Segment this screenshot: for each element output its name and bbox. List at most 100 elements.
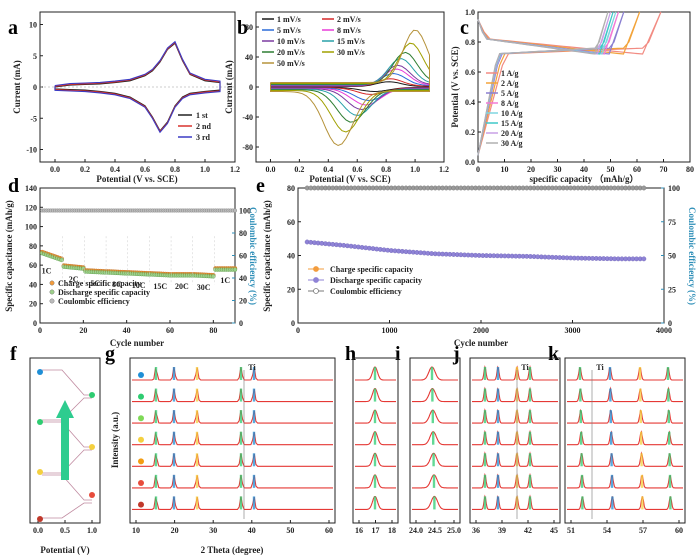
panel-k-peak [640, 431, 643, 445]
panel-k-peak [578, 367, 582, 380]
panel-b-ytick-label: -80 [242, 143, 253, 152]
panel-j-peak [496, 388, 500, 402]
panel-b-xlabel: Potential (V vs. SCE) [309, 174, 390, 184]
panel-g-peak [154, 410, 158, 424]
panel-b-legend-label: 1 mV/s [277, 15, 301, 24]
panel-g-state-dot [138, 501, 144, 508]
panel-g-peak [239, 496, 243, 510]
panel-g-trace [132, 496, 333, 510]
panel-d-ce-point [232, 208, 237, 213]
panel-k-peak [668, 453, 671, 467]
panel-j-xtick-label: 36 [472, 526, 480, 535]
panel-d-ytick-label: 100 [25, 223, 37, 232]
panel-k-trace [567, 430, 683, 446]
panel-h-peak [373, 388, 377, 402]
panel-j-frame [469, 357, 561, 524]
panel-g-xtick-label: 10 [132, 526, 140, 535]
panel-c-curve [477, 11, 614, 156]
panel-g-peak [239, 367, 243, 380]
panel-a-ytick-label: 5 [33, 52, 37, 61]
panel-k-peak [638, 367, 642, 380]
panel-g-peak [239, 410, 243, 424]
panel-j-trace [472, 494, 558, 510]
panel-g-state-dot [138, 436, 144, 443]
panel-e-xtick-label: 1000 [382, 326, 398, 335]
panel-h-xtick-label: 18 [388, 526, 396, 535]
panel-j-peak [496, 410, 500, 424]
panel-a-xtick-label: 1.0 [200, 165, 210, 174]
panel-k-xtick-label: 60 [675, 526, 683, 535]
panel-d-right-ytick-label: 40 [239, 274, 247, 283]
panel-d-rate-label: 20C [175, 282, 189, 291]
panel-e-right-ytick-label: 75 [668, 218, 676, 227]
panel-h: 16 17 18 [352, 357, 399, 535]
panel-k-peak [640, 453, 643, 467]
panel-f-arrow-head [56, 400, 74, 418]
panel-j-peak [483, 367, 487, 380]
panel-g-state-dot [138, 415, 144, 422]
panel-c-legend-label: 2 A/g [501, 79, 519, 88]
panel-h-peak [373, 410, 377, 424]
panel-d-right-ytick-label: 60 [239, 252, 247, 261]
panel-j-xtick-label: 45 [550, 526, 558, 535]
panel-d-xtick-label: 40 [123, 326, 131, 335]
panel-c-xtick-label: 10 [501, 165, 509, 174]
panel-j-trace [472, 408, 558, 424]
panel-b-legend-label: 20 mV/s [277, 48, 305, 57]
panel-d-xtick-label: 20 [79, 326, 87, 335]
panel-e-ytick-label: 80 [287, 184, 295, 193]
panel-g-label: g [105, 343, 115, 365]
panel-j-peak [496, 474, 500, 488]
panel-j-peak [528, 431, 532, 445]
panel-k-peak [667, 410, 670, 424]
panel-j-trace [472, 364, 558, 381]
panel-f-arrow-shaft [61, 414, 69, 480]
panel-a-xlabel: Potential (V vs. SCE) [96, 174, 177, 184]
panel-g-trace [132, 431, 333, 446]
panel-k-peak [610, 453, 613, 467]
panel-h-xtick-label: 17 [372, 526, 380, 535]
panel-f-path [42, 421, 92, 448]
panel-a-legend-label: 3 rd [196, 133, 211, 142]
panel-b-ylabel: Current (mA) [224, 60, 234, 114]
panel-k-peak [580, 453, 583, 467]
panel-c-xtick-label: 50 [607, 165, 615, 174]
panel-j-peak [496, 453, 500, 467]
panel-d: 0 20 40 60 80 140 120 100 80 60 40 20 0 100 80 60 40 20 0 1… [4, 184, 258, 348]
panel-a-xtick-label: 0.2 [80, 165, 90, 174]
panel-c-legend-label: 20 A/g [501, 129, 523, 138]
panel-j-ti-label: Ti [521, 363, 529, 372]
panel-d-rate-label: 30C [197, 283, 211, 292]
panel-k-peak [579, 388, 582, 402]
panel-k-peak [581, 496, 584, 510]
panel-j-peak [528, 388, 532, 402]
panel-e-ytick-label: 0 [291, 319, 295, 328]
panel-e-ylabel2: Coulombic efficiency (%) [687, 207, 697, 305]
panel-e-legend-marker [313, 277, 319, 283]
panel-k-peak [669, 496, 672, 510]
panel-i-trace [412, 366, 458, 381]
panel-j-peak [496, 496, 500, 510]
panel-i-trace [412, 452, 458, 467]
panel-a-ytick-label: 10 [29, 21, 37, 30]
panel-c-legend-label: 15 A/g [501, 119, 523, 128]
panel-f-path [42, 369, 92, 396]
panel-g-ti-label: Ti [248, 363, 256, 372]
panel-b-curve [270, 29, 430, 147]
panel-i-peak [432, 453, 435, 467]
panel-g-peak [252, 388, 256, 402]
panel-b-legend-label: 10 mV/s [277, 37, 305, 46]
panel-g-xtick-label: 20 [171, 526, 179, 535]
panel-d-discharge-point [232, 267, 238, 272]
panel-e-ce-point [641, 185, 647, 191]
panel-h-peak [373, 496, 377, 510]
panel-k-peak [609, 410, 612, 424]
panel-g-trace [132, 409, 333, 424]
panel-e-legend-label: Discharge specific capacity [330, 276, 422, 285]
panel-j: 36 39 42 45 Ti [469, 357, 561, 535]
panel-j-peak [483, 388, 487, 402]
panel-b-xtick-label: 0.0 [265, 165, 275, 174]
panel-c-ylabel: Potential (V vs. SCE) [450, 46, 460, 127]
panel-j-peak [483, 496, 487, 510]
